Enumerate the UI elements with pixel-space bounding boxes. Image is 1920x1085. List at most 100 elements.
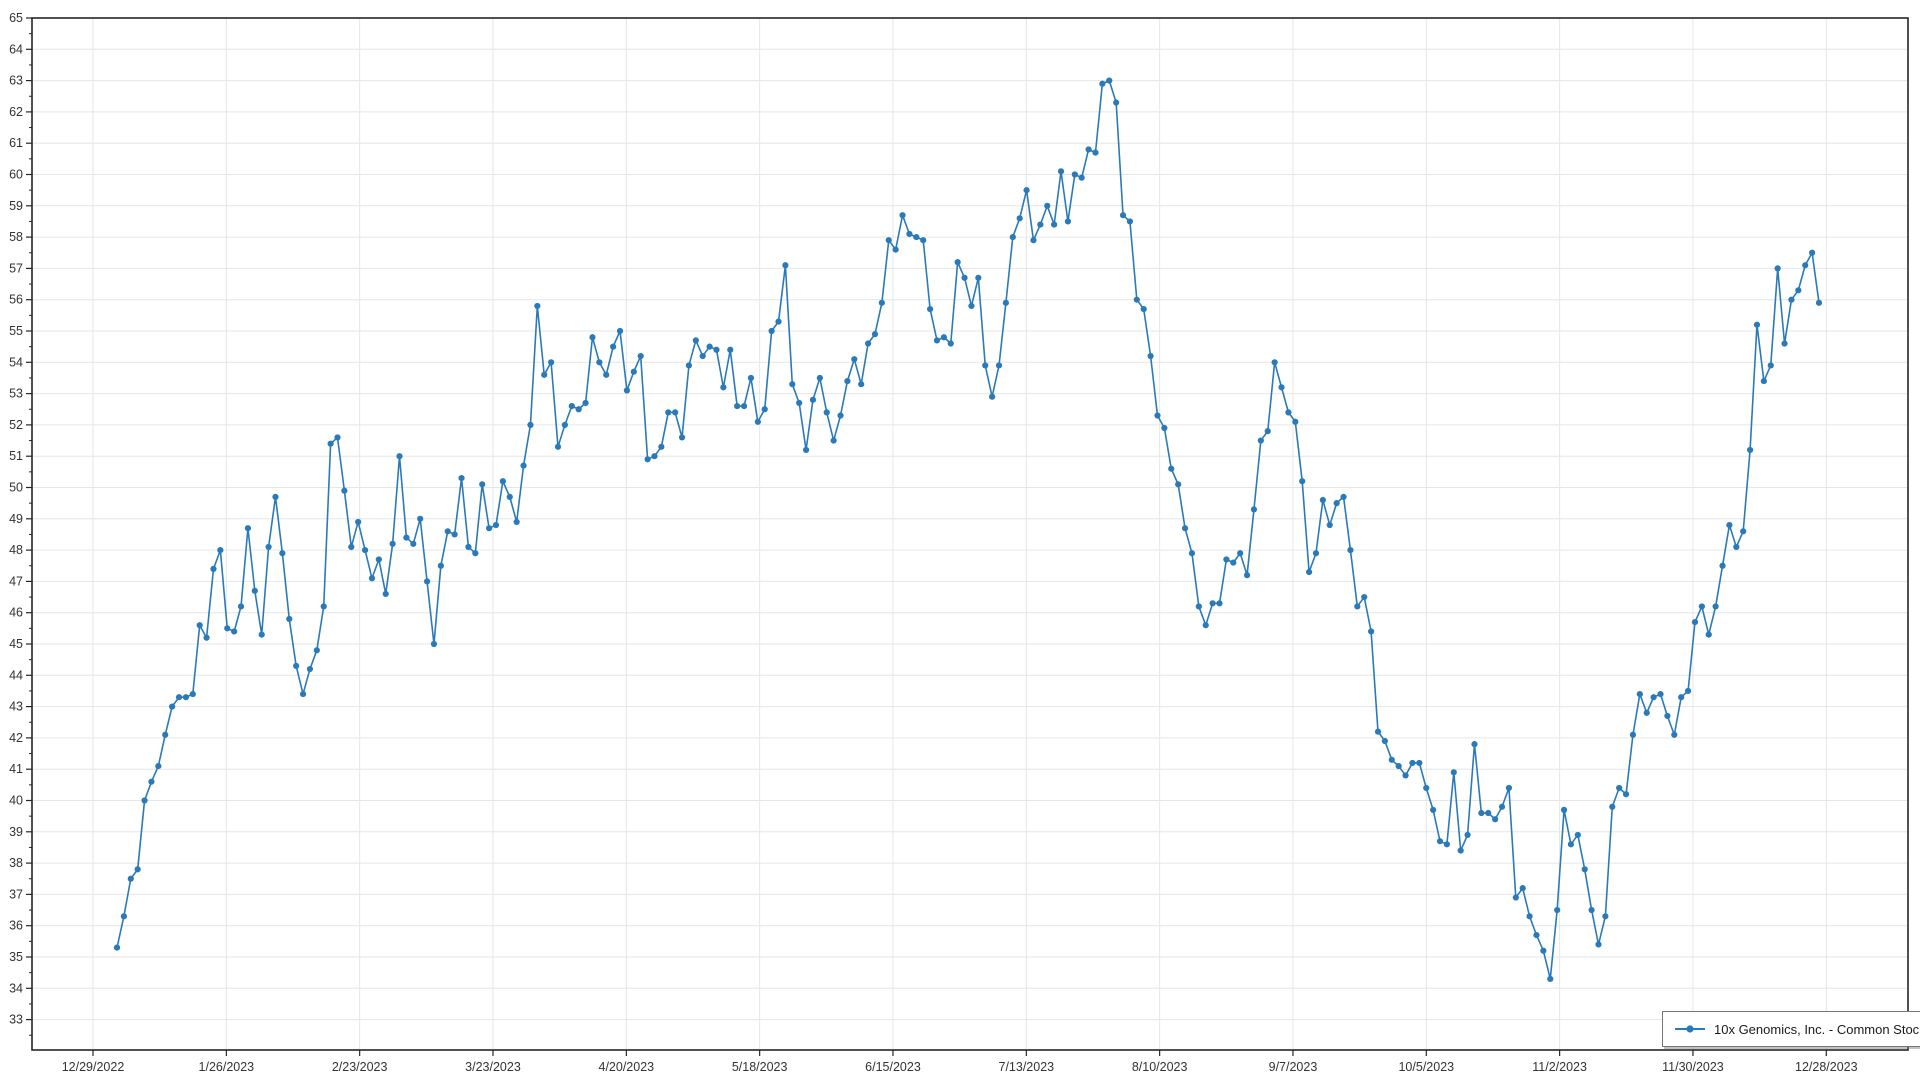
data-point[interactable]: [1285, 409, 1292, 416]
data-point[interactable]: [258, 631, 265, 638]
data-point[interactable]: [1574, 831, 1581, 839]
data-point[interactable]: [989, 393, 996, 400]
data-point[interactable]: [858, 381, 865, 388]
data-point[interactable]: [1119, 212, 1127, 219]
data-point[interactable]: [1540, 947, 1547, 954]
data-point[interactable]: [1078, 174, 1085, 181]
data-point[interactable]: [1616, 784, 1623, 792]
data-point[interactable]: [492, 521, 500, 529]
data-point[interactable]: [995, 362, 1003, 369]
data-point[interactable]: [913, 234, 920, 241]
data-point[interactable]: [1657, 690, 1664, 698]
data-point[interactable]: [120, 913, 127, 920]
data-point[interactable]: [417, 515, 424, 522]
data-point[interactable]: [1333, 500, 1340, 507]
data-point[interactable]: [430, 640, 438, 648]
data-point[interactable]: [1051, 221, 1058, 228]
data-point[interactable]: [1243, 572, 1251, 579]
data-point[interactable]: [1230, 559, 1237, 566]
data-point[interactable]: [1609, 803, 1616, 810]
data-point[interactable]: [458, 475, 465, 482]
data-point[interactable]: [596, 359, 603, 366]
data-point[interactable]: [1175, 481, 1182, 488]
data-point[interactable]: [348, 543, 355, 551]
data-point[interactable]: [272, 493, 279, 500]
data-point[interactable]: [568, 403, 575, 410]
data-point[interactable]: [975, 274, 982, 281]
data-point[interactable]: [1237, 550, 1244, 557]
data-point[interactable]: [809, 396, 817, 403]
data-point[interactable]: [1064, 218, 1072, 225]
data-point[interactable]: [672, 409, 679, 416]
data-point[interactable]: [561, 421, 568, 428]
data-point[interactable]: [1009, 234, 1016, 241]
data-point[interactable]: [802, 446, 810, 454]
data-point[interactable]: [196, 622, 203, 629]
data-point[interactable]: [920, 237, 927, 244]
data-point[interactable]: [1560, 806, 1568, 813]
data-point[interactable]: [1195, 603, 1202, 610]
data-point[interactable]: [286, 615, 293, 623]
data-point[interactable]: [1802, 262, 1809, 269]
data-point[interactable]: [1629, 731, 1637, 738]
data-point[interactable]: [162, 731, 169, 738]
data-point[interactable]: [947, 340, 954, 347]
data-point[interactable]: [1361, 593, 1368, 601]
data-point[interactable]: [1650, 694, 1657, 701]
data-point[interactable]: [623, 387, 631, 394]
data-point[interactable]: [479, 481, 486, 488]
data-point[interactable]: [1643, 709, 1650, 716]
data-point[interactable]: [513, 518, 520, 526]
data-point[interactable]: [954, 259, 961, 266]
data-point[interactable]: [341, 487, 348, 494]
data-point[interactable]: [1712, 603, 1719, 610]
data-point[interactable]: [410, 540, 417, 547]
data-point[interactable]: [1602, 913, 1609, 920]
data-point[interactable]: [1636, 690, 1643, 698]
data-point[interactable]: [768, 327, 775, 335]
data-point[interactable]: [1312, 550, 1320, 557]
data-point[interactable]: [1299, 478, 1306, 485]
data-point[interactable]: [892, 246, 899, 253]
data-point[interactable]: [1278, 384, 1285, 391]
data-point[interactable]: [885, 237, 892, 244]
data-point[interactable]: [251, 587, 258, 594]
data-point[interactable]: [706, 343, 713, 350]
data-point[interactable]: [423, 578, 431, 585]
data-point[interactable]: [630, 368, 637, 375]
data-point[interactable]: [1223, 556, 1230, 563]
data-point[interactable]: [134, 866, 141, 873]
data-point[interactable]: [1326, 521, 1333, 529]
data-point[interactable]: [520, 462, 527, 469]
data-point[interactable]: [293, 662, 300, 670]
data-point[interactable]: [465, 543, 472, 551]
data-point[interactable]: [1099, 80, 1106, 87]
data-point[interactable]: [1188, 550, 1196, 557]
data-point[interactable]: [754, 418, 761, 425]
data-point[interactable]: [1671, 731, 1678, 738]
data-point[interactable]: [231, 628, 238, 635]
data-point[interactable]: [1113, 99, 1120, 106]
data-point[interactable]: [899, 212, 906, 219]
data-point[interactable]: [182, 694, 190, 701]
data-point[interactable]: [1492, 816, 1499, 823]
data-point[interactable]: [368, 575, 376, 582]
data-point[interactable]: [1423, 784, 1430, 792]
data-point[interactable]: [1478, 809, 1485, 817]
data-point[interactable]: [554, 443, 562, 450]
data-point[interactable]: [1305, 568, 1313, 576]
data-point[interactable]: [548, 359, 555, 366]
data-point[interactable]: [1354, 603, 1361, 610]
data-point[interactable]: [1154, 412, 1161, 419]
data-point[interactable]: [534, 302, 541, 310]
data-point[interactable]: [665, 409, 672, 416]
data-point[interactable]: [1161, 424, 1168, 432]
data-point[interactable]: [451, 531, 458, 538]
data-point[interactable]: [1037, 221, 1044, 228]
data-point[interactable]: [1760, 377, 1767, 385]
data-point[interactable]: [327, 440, 334, 447]
data-point[interactable]: [734, 403, 741, 410]
data-point[interactable]: [1581, 866, 1588, 873]
data-point[interactable]: [375, 556, 382, 563]
